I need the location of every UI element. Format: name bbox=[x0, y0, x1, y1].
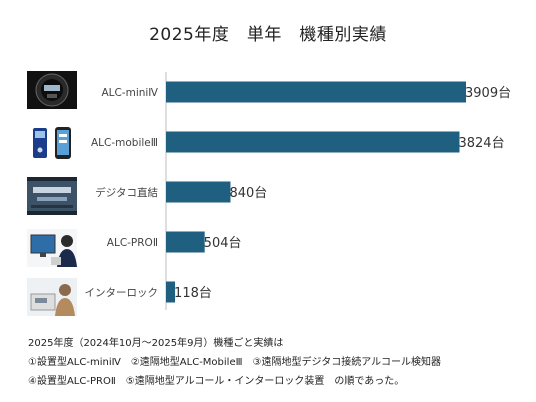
bar-4 bbox=[166, 281, 176, 303]
category-label-3: ALC-PROⅡ bbox=[107, 237, 158, 249]
category-label-4: インターロック bbox=[85, 287, 159, 299]
category-label-2: デジタコ直結 bbox=[95, 186, 158, 199]
summary-notes: 2025年度（2024年10月～2025年9月）機種ごと実績は ①設置型ALC-… bbox=[28, 334, 528, 391]
bar-3 bbox=[166, 231, 205, 253]
notes-line-1: 2025年度（2024年10月～2025年9月）機種ごと実績は bbox=[28, 338, 284, 349]
notes-line-3: ④設置型ALC-PROⅡ ⑤遠隔地型アルコール・インターロック装置 の順であった… bbox=[28, 376, 405, 387]
data-label-3: 504台 bbox=[204, 236, 242, 251]
bar-0 bbox=[166, 81, 467, 103]
product-image-alc-mobile bbox=[27, 124, 77, 162]
data-label-4: 118台 bbox=[174, 286, 212, 301]
data-label-2: 840台 bbox=[229, 186, 267, 201]
chart-title: 2025年度 単年 機種別実績 bbox=[149, 25, 387, 45]
bar-2 bbox=[166, 181, 231, 203]
data-label-0: 3909台 bbox=[465, 86, 511, 101]
product-image-alc-pro bbox=[27, 229, 77, 267]
category-label-0: ALC-miniⅣ bbox=[101, 87, 158, 99]
bar-1 bbox=[166, 131, 460, 153]
notes-line-2: ①設置型ALC-miniⅣ ②遠隔地型ALC-MobileⅢ ③遠隔地型デジタコ… bbox=[28, 357, 441, 368]
data-label-1: 3824台 bbox=[458, 136, 504, 151]
category-label-1: ALC-mobileⅢ bbox=[91, 137, 158, 149]
product-image-digitacho bbox=[27, 177, 77, 215]
product-image-interlock bbox=[27, 278, 77, 316]
product-image-alc-mini bbox=[27, 71, 77, 109]
